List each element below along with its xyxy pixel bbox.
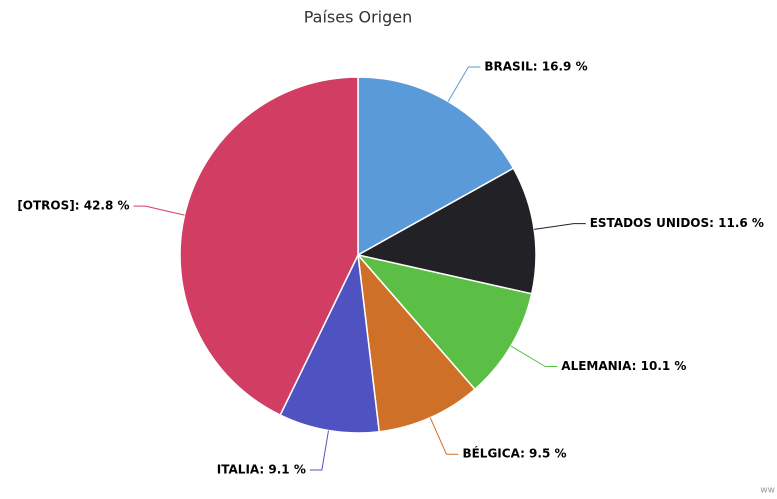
leader-line [510,345,558,368]
leader-line [447,66,481,102]
leader-line [429,417,459,455]
chart-title: Países Origen [304,8,413,27]
pie-slice [356,252,476,433]
leader-line [309,430,329,471]
leader-line [133,205,185,216]
data-label: ALEMANIA: 10.1 % [561,359,686,373]
data-label: BRASIL: 16.9 % [484,60,587,74]
data-label: [OTROS]: 42.8 % [17,199,129,213]
data-label: ITALIA: 9.1 % [217,462,306,476]
data-label: ESTADOS UNIDOS: 11.6 % [590,216,764,230]
data-label: BÉLGICA: 9.5 % [462,446,566,461]
watermark: ww [760,486,775,496]
pie-slice [355,253,533,391]
pie-slice [279,252,381,434]
leader-line [534,223,586,230]
